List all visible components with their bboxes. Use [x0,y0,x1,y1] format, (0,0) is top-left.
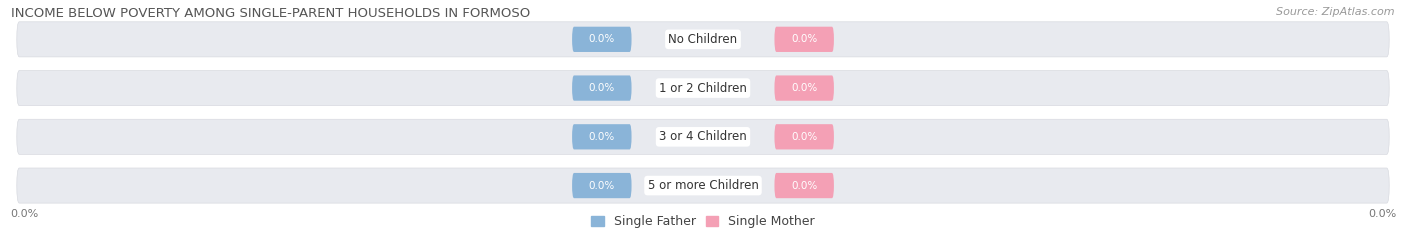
FancyBboxPatch shape [572,173,631,198]
FancyBboxPatch shape [775,27,834,52]
Text: 0.0%: 0.0% [589,34,614,44]
FancyBboxPatch shape [572,27,631,52]
Text: 0.0%: 0.0% [10,209,38,219]
Text: 0.0%: 0.0% [792,132,817,142]
Text: 0.0%: 0.0% [792,83,817,93]
Text: Source: ZipAtlas.com: Source: ZipAtlas.com [1277,7,1395,17]
Text: 0.0%: 0.0% [589,181,614,191]
Text: 1 or 2 Children: 1 or 2 Children [659,82,747,95]
Text: 0.0%: 0.0% [792,181,817,191]
FancyBboxPatch shape [17,71,1389,106]
FancyBboxPatch shape [572,124,631,149]
FancyBboxPatch shape [775,75,834,101]
FancyBboxPatch shape [572,75,631,101]
Text: 0.0%: 0.0% [589,83,614,93]
Text: No Children: No Children [668,33,738,46]
FancyBboxPatch shape [775,124,834,149]
Text: 0.0%: 0.0% [792,34,817,44]
Text: 0.0%: 0.0% [1368,209,1396,219]
FancyBboxPatch shape [17,168,1389,203]
Text: 5 or more Children: 5 or more Children [648,179,758,192]
Text: INCOME BELOW POVERTY AMONG SINGLE-PARENT HOUSEHOLDS IN FORMOSO: INCOME BELOW POVERTY AMONG SINGLE-PARENT… [11,7,530,20]
Legend: Single Father, Single Mother: Single Father, Single Mother [586,210,820,233]
FancyBboxPatch shape [17,22,1389,57]
FancyBboxPatch shape [775,173,834,198]
Text: 3 or 4 Children: 3 or 4 Children [659,130,747,143]
FancyBboxPatch shape [17,119,1389,154]
Text: 0.0%: 0.0% [589,132,614,142]
